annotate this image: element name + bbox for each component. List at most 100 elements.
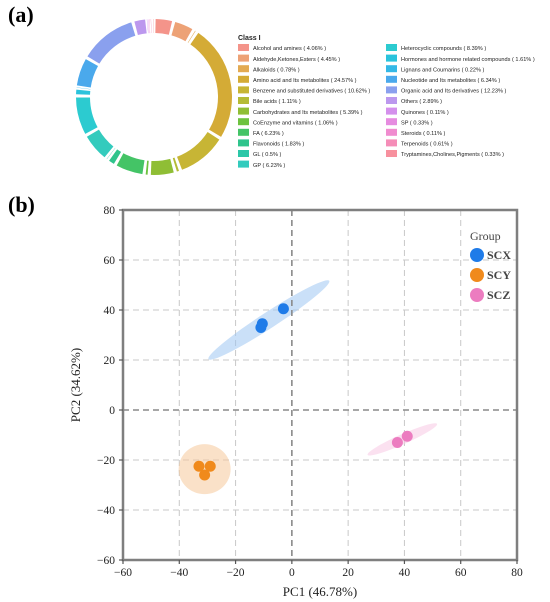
legend-item: Tryptamines,Cholines,Pigments ( 0.33% ) [401, 152, 504, 158]
donut-slice [109, 149, 122, 164]
legend-swatch [238, 97, 249, 104]
legend-item: Nucleotide and Its metabolites ( 6.34% ) [401, 78, 500, 84]
legend-swatch [238, 128, 249, 136]
donut-slice [134, 19, 147, 36]
data-point [401, 430, 413, 442]
confidence-ellipse [367, 423, 438, 456]
legend-swatch [238, 160, 249, 168]
legend-item: SCY [487, 268, 511, 282]
x-tick-label: 60 [455, 567, 467, 579]
x-tick-label: −60 [114, 567, 132, 579]
donut-slice [76, 89, 91, 95]
x-tick-label: 0 [289, 567, 295, 579]
x-tick-label: −40 [170, 567, 188, 579]
donut-slice [187, 30, 196, 43]
legend-swatch [238, 107, 249, 115]
donut-slice [190, 32, 232, 137]
legend-item: GP ( 6.23% ) [253, 163, 285, 169]
x-axis-label: PC1 (46.78%) [283, 584, 357, 599]
donut-slice [116, 153, 145, 175]
y-axis-label: PC2 (34.62%) [68, 348, 83, 422]
legend-item: Carbohydrates and Its metabolites ( 5.39… [253, 110, 363, 116]
donut-slice [150, 158, 174, 175]
y-tick-label: 60 [104, 255, 116, 267]
legend-marker [470, 268, 484, 282]
legend-swatch [386, 86, 397, 94]
donut-slice [86, 129, 114, 158]
legend-title: Class I [238, 35, 261, 42]
legend-swatch [386, 128, 397, 136]
legend-item: Benzene and substituted derivatives ( 10… [253, 89, 370, 95]
data-point [199, 469, 211, 481]
donut-slice [87, 22, 136, 64]
legend-swatch [386, 97, 397, 104]
x-tick-label: 20 [342, 567, 354, 579]
legend-item: Others ( 2.89% ) [401, 99, 442, 105]
legend-swatch [238, 86, 249, 94]
legend-item: SCZ [487, 288, 510, 302]
donut-slice [177, 131, 220, 170]
donut-slice [148, 19, 151, 34]
legend-item: Aldehyde,Ketones,Esters ( 4.45% ) [253, 57, 340, 63]
legend-swatch [238, 118, 249, 126]
legend-item: CoEnzyme and vitamins ( 1.06% ) [253, 120, 338, 126]
legend-item: FA ( 6.23% ) [253, 131, 284, 137]
legend-swatch [238, 65, 249, 73]
legend-item: Alkaloids ( 0.78% ) [253, 67, 300, 73]
legend-item: Lignans and Coumarins ( 0.22% ) [401, 67, 484, 73]
panel-label-b: (b) [8, 192, 35, 217]
y-tick-label: 20 [104, 355, 116, 367]
legend-swatch [386, 44, 397, 51]
donut-slice [146, 19, 149, 34]
plot-frame [121, 208, 519, 562]
legend-item: Organic acid and Its derivatives ( 12.23… [401, 89, 507, 95]
data-point [193, 460, 205, 472]
data-point [204, 460, 216, 472]
y-tick-label: 0 [109, 405, 115, 417]
legend-item: SP ( 0.33% ) [401, 120, 433, 126]
data-point [277, 303, 289, 315]
donut-slice [147, 19, 150, 34]
legend-item: Terpenoids ( 0.61% ) [401, 142, 453, 148]
x-tick-label: 80 [511, 567, 523, 579]
y-tick-label: −40 [97, 505, 115, 517]
y-tick-label: −60 [97, 555, 115, 567]
data-point [391, 437, 403, 448]
legend-swatch [386, 65, 397, 73]
legend-item: GL ( 0.5% ) [253, 152, 282, 158]
legend-marker [470, 248, 484, 262]
x-tick-label: 40 [399, 567, 411, 579]
legend-swatch [386, 139, 397, 147]
legend-swatch [238, 150, 249, 157]
donut-slice [150, 19, 152, 34]
legend-item: Quinones ( 0.11% ) [401, 110, 449, 116]
legend-swatch [238, 75, 249, 83]
donut-slice [76, 59, 99, 88]
x-tick-label: −20 [227, 567, 245, 579]
confidence-ellipse [178, 444, 231, 495]
legend-item: Amino acid and Its metabolites ( 24.57% … [253, 78, 357, 84]
donut-slice [145, 160, 149, 175]
legend-swatch [386, 75, 397, 83]
legend-item: SCX [487, 248, 511, 262]
y-tick-label: 40 [104, 305, 116, 317]
legend-item: Alcohol and amines ( 4.06% ) [253, 46, 326, 52]
y-tick-label: −20 [97, 455, 115, 467]
legend-title: Group [470, 229, 501, 243]
legend-item: Hormones and hormone related compounds (… [401, 57, 535, 63]
legend-marker [470, 288, 484, 302]
donut-slice [155, 19, 173, 35]
data-point [255, 322, 267, 333]
legend-item: Bile acids ( 1.11% ) [253, 99, 301, 105]
legend-swatch [386, 107, 397, 115]
legend-swatch [386, 54, 397, 62]
donut-chart: Class I Alcohol and amines ( 4.06% ) Aldeh… [76, 19, 535, 175]
pca-scatter-chart: −60 −40 −20 0 20 40 60 80 −60 −40 −20 0 20 40 60 80 Gro… [68, 205, 523, 599]
legend-swatch [386, 150, 397, 157]
legend-item: Steroids ( 0.11% ) [401, 131, 445, 137]
legend-swatch [238, 139, 249, 147]
donut-slice [172, 157, 179, 172]
donut-slice [76, 97, 98, 134]
legend-item: Heterocyclic compounds ( 8.39% ) [401, 46, 486, 52]
donut-slice [76, 87, 91, 90]
